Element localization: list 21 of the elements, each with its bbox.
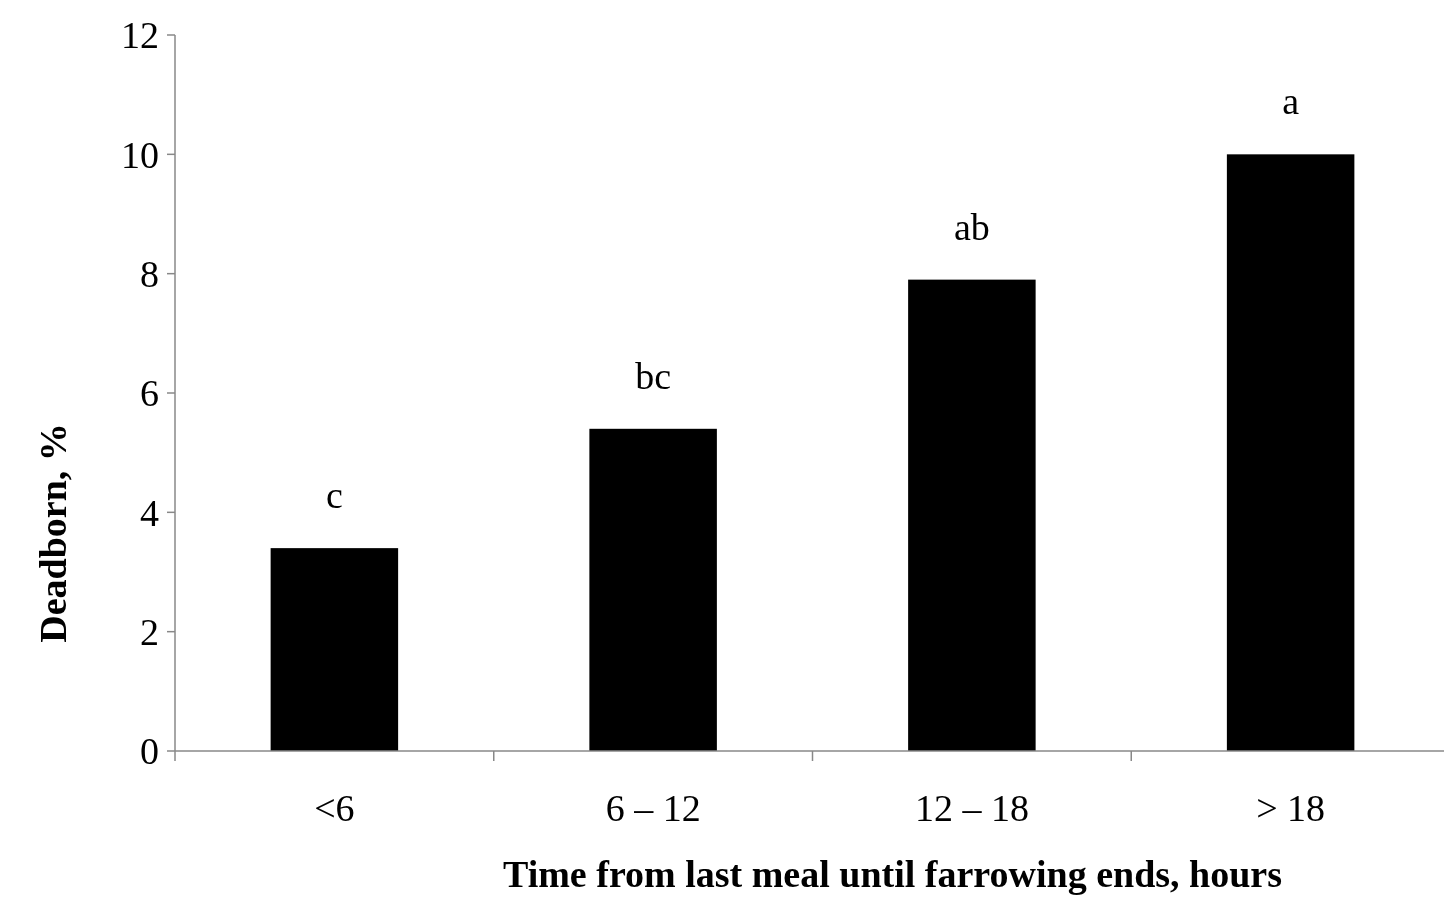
bar [908, 279, 1036, 751]
x-tick-label: 12 – 18 [914, 787, 1029, 829]
x-tick-label: 6 – 12 [605, 787, 701, 829]
x-axis-title: Time from last meal until farrowing ends, hours [502, 853, 1283, 895]
y-axis-title: Deadborn, % [32, 423, 74, 643]
annotation: c [325, 474, 343, 517]
x-tick-label: <6 [314, 787, 355, 829]
y-tick-label: 12 [121, 14, 159, 57]
bar [270, 548, 399, 751]
y-tick-label: 2 [140, 610, 159, 653]
y-tick-label: 10 [121, 133, 159, 176]
y-tick-label: 8 [140, 252, 159, 295]
annotation: bc [635, 354, 672, 397]
y-tick-label: 6 [140, 372, 159, 415]
annotation: ab [953, 205, 990, 248]
y-tick-label: 4 [140, 491, 159, 534]
bar [1226, 154, 1355, 751]
x-tick-label: > 18 [1256, 787, 1326, 829]
y-tick-label: 0 [140, 730, 159, 773]
bar [589, 428, 717, 751]
annotation: a [1282, 80, 1300, 123]
